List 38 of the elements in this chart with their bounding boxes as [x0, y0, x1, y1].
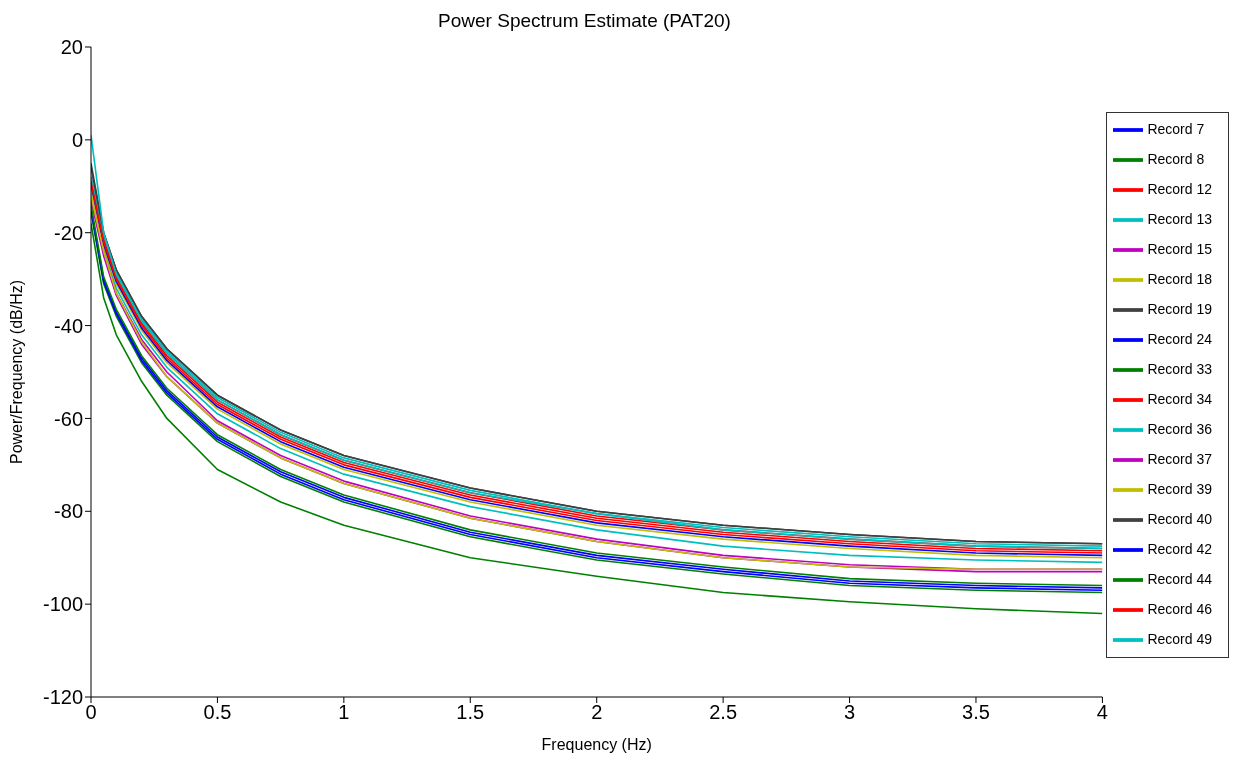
y-tick-label: -120	[42, 686, 83, 709]
x-tick-label: 3	[843, 701, 856, 724]
legend-label: Record 33	[1147, 360, 1212, 377]
y-tick-label: -60	[54, 407, 83, 430]
y-tick-label: 20	[60, 36, 83, 59]
legend-label: Record 13	[1147, 210, 1212, 227]
y-tick-label: 0	[71, 128, 83, 151]
y-axis-title: Power/Frequency (dB/Hz)	[7, 279, 25, 465]
y-tick-label: -20	[54, 221, 83, 244]
legend-label: Record 42	[1147, 540, 1212, 557]
legend-label: Record 8	[1147, 150, 1205, 167]
legend-label: Record 34	[1147, 390, 1212, 407]
legend-label: Record 39	[1147, 480, 1212, 497]
y-tick-label: -100	[42, 593, 83, 616]
legend-label: Record 12	[1147, 180, 1212, 197]
x-tick-label: 2	[591, 701, 603, 724]
legend-label: Record 19	[1147, 300, 1212, 317]
legend-label: Record 46	[1147, 600, 1212, 617]
x-tick-label: 0	[85, 701, 97, 724]
x-tick-label: 1.5	[456, 701, 485, 724]
legend-label: Record 18	[1147, 270, 1212, 287]
x-tick-label: 4	[1096, 701, 1108, 724]
legend-label: Record 37	[1147, 450, 1212, 467]
legend-label: Record 40	[1147, 510, 1212, 527]
legend-label: Record 7	[1147, 120, 1205, 137]
y-tick-label: -80	[54, 500, 83, 523]
x-tick-label: 3.5	[962, 701, 990, 724]
legend-label: Record 44	[1147, 570, 1212, 587]
chart-title: Power Spectrum Estimate (PAT20)	[437, 10, 732, 32]
legend-label: Record 49	[1147, 630, 1212, 647]
legend-label: Record 24	[1147, 330, 1212, 347]
x-tick-label: 1	[338, 701, 350, 724]
x-tick-label: 2.5	[709, 701, 738, 724]
legend-label: Record 15	[1147, 240, 1212, 257]
y-tick-label: -40	[54, 314, 83, 337]
x-axis-title: Frequency (Hz)	[541, 736, 652, 753]
legend-label: Record 36	[1147, 420, 1212, 437]
x-tick-label: 0.5	[203, 701, 232, 724]
